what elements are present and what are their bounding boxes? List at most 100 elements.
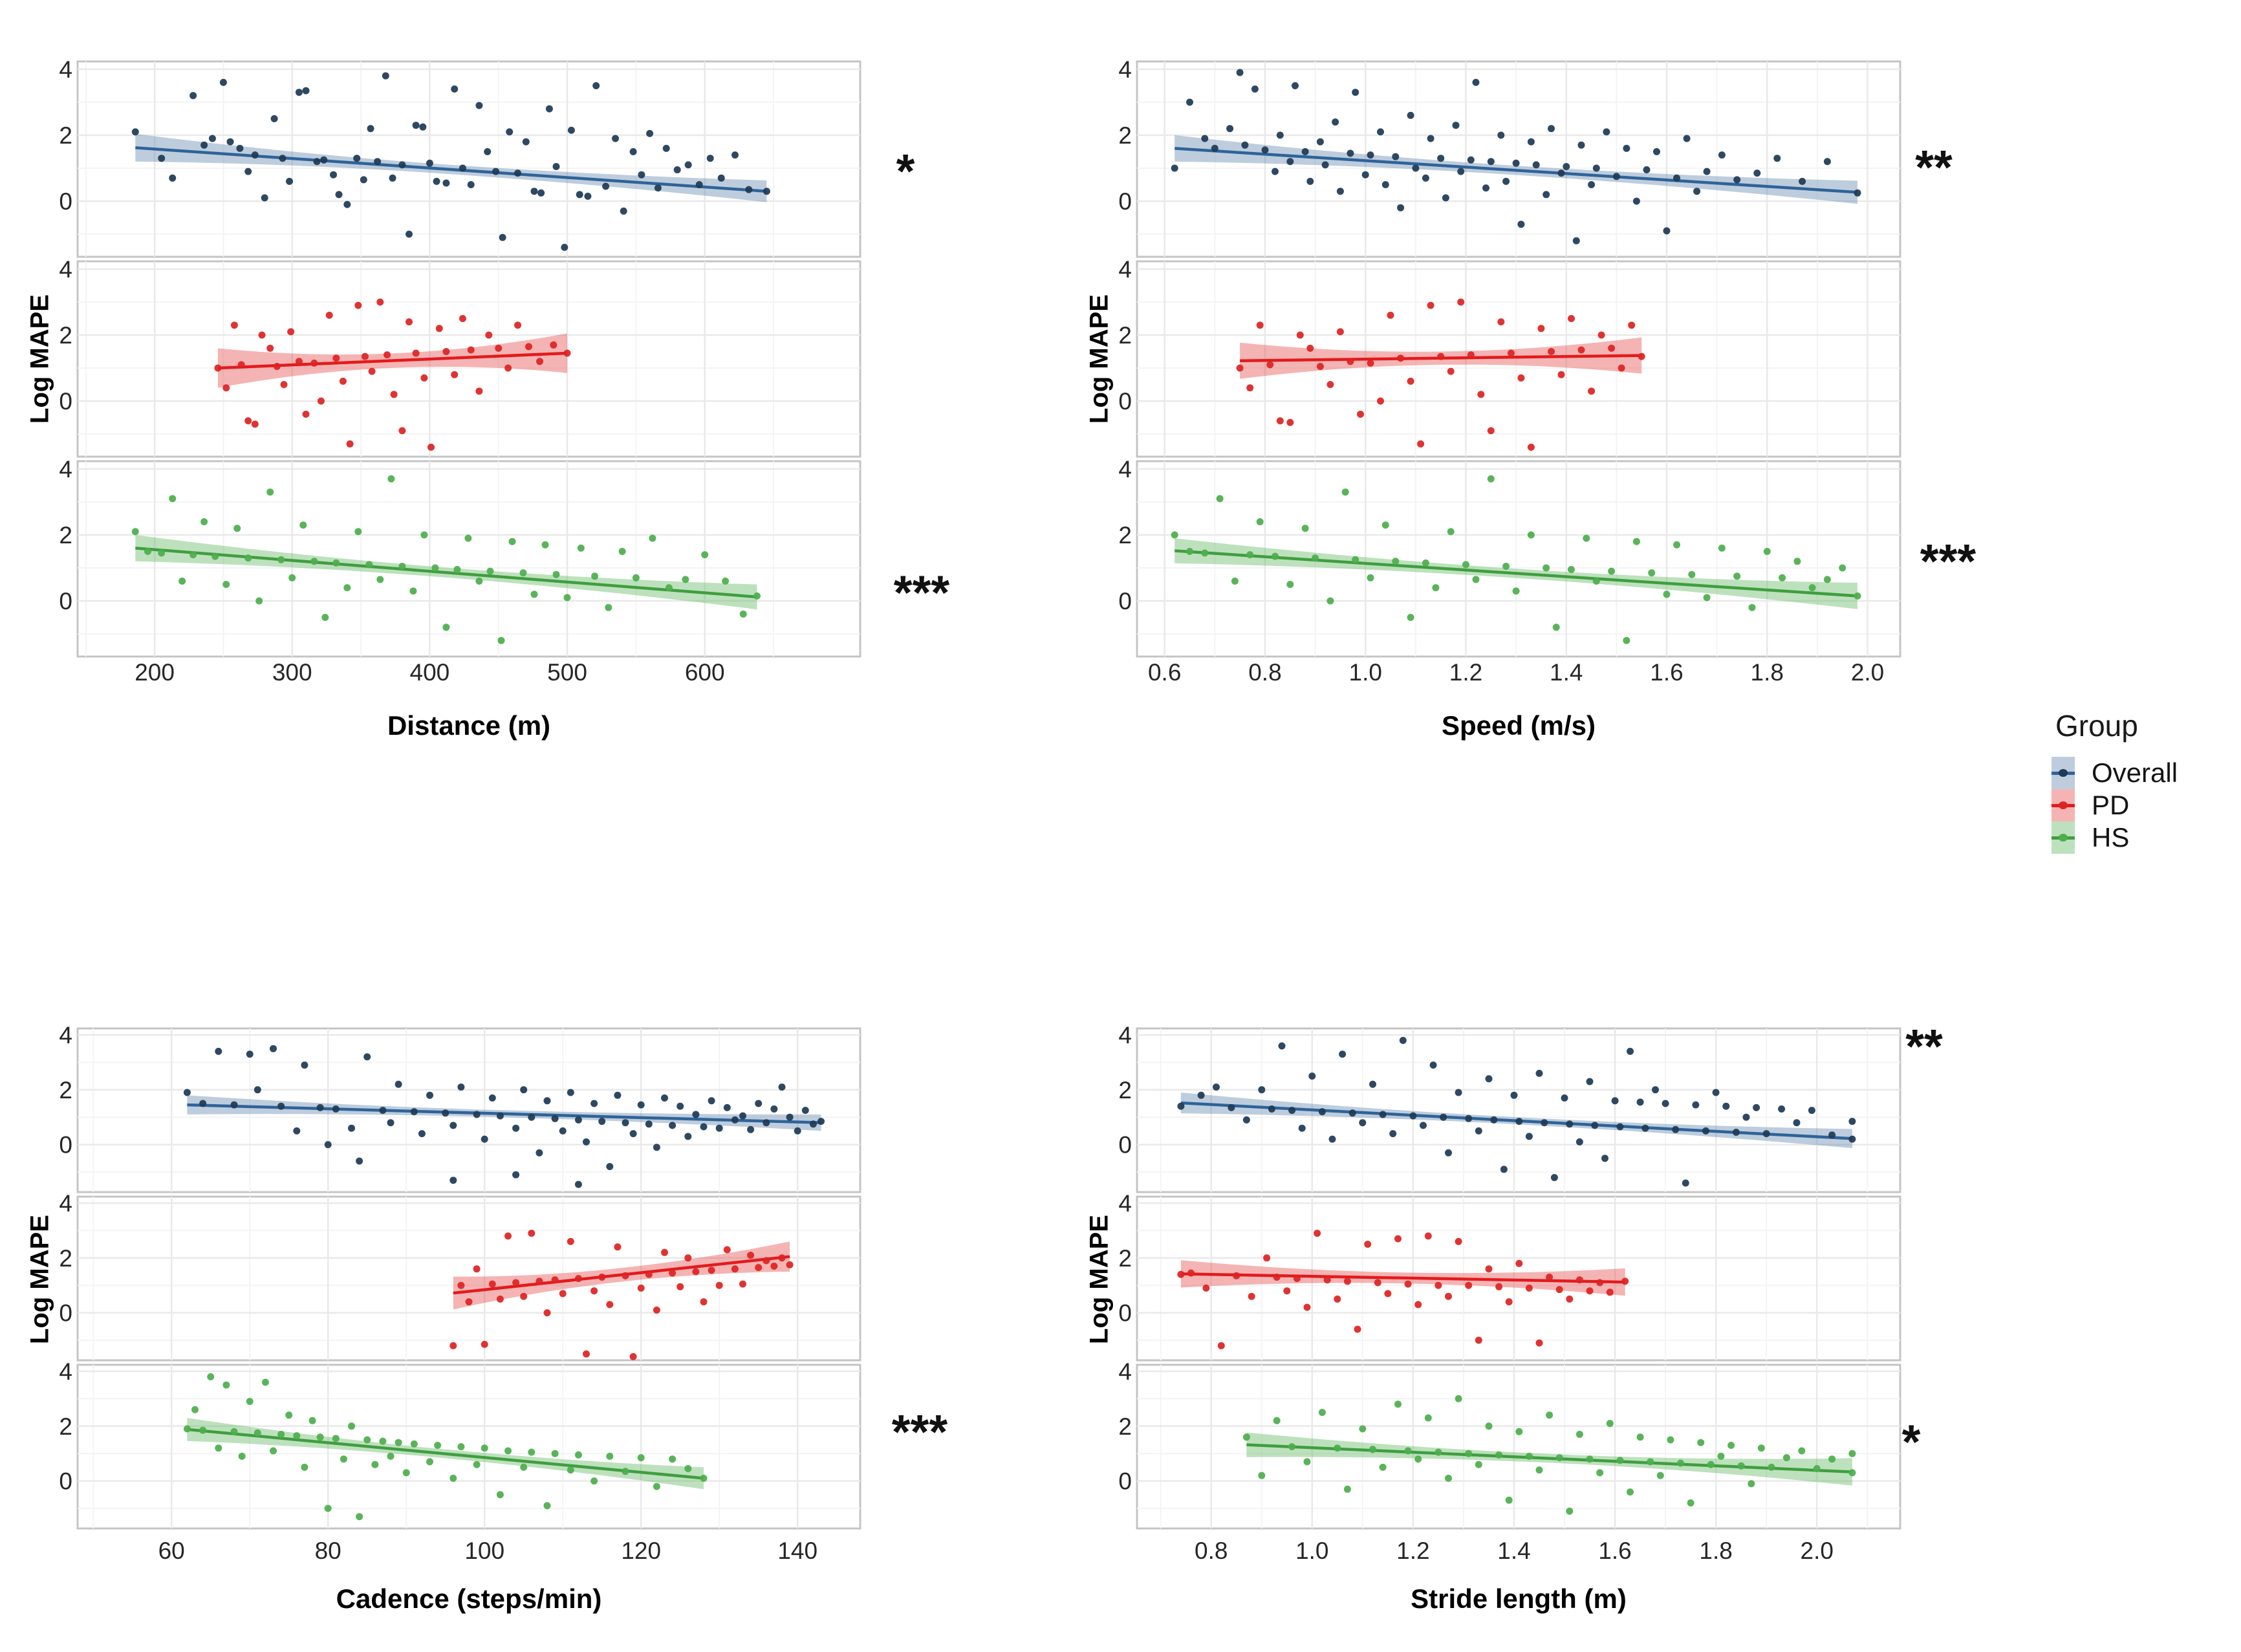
y-tick-label: 2 [1118, 1413, 1132, 1440]
trend-line-hs [1175, 549, 1858, 598]
y-tick-label: 2 [1118, 322, 1132, 349]
trend-line-overall [187, 1103, 821, 1124]
panel-2-facet-overall: 0 2 4 [59, 1022, 861, 1193]
y-tick-label: 4 [1118, 1358, 1132, 1385]
y-tick-label: 4 [1118, 456, 1132, 483]
x-tick-label: 120 [621, 1538, 661, 1564]
y-tick-label: 4 [59, 1190, 72, 1217]
legend-item-overall: Overall [2052, 757, 2178, 789]
x-tick-label: 100 [464, 1538, 504, 1564]
y-tick-label: 4 [1118, 56, 1132, 83]
y-tick-label: 4 [59, 1358, 72, 1385]
y-axis-title-speed: Log MAPE [1085, 294, 1114, 424]
significance-stars: *** [1920, 534, 1976, 588]
panel-1-facet-hs: 0 2 4 *** [1118, 456, 1976, 658]
legend-key-overall-icon [2052, 757, 2075, 789]
y-tick-label: 0 [59, 1300, 72, 1327]
y-tick-label: 0 [59, 1468, 72, 1495]
y-tick-label: 2 [1118, 522, 1132, 549]
significance-stars: * [896, 144, 915, 198]
x-tick-label: 1.0 [1295, 1538, 1328, 1564]
x-tick-label: 300 [272, 659, 312, 686]
y-tick-label: 0 [59, 588, 72, 614]
y-tick-label: 4 [59, 256, 72, 283]
trend-line-overall [1175, 147, 1858, 194]
y-axis-title-cadence: Log MAPE [25, 1215, 54, 1344]
panel-3-facet-hs: 0 2 4 * [1118, 1358, 1921, 1530]
panel-2: 0 2 4 0 2 4 0 2 4 *** 60 80 100 120 140 [59, 1022, 947, 1564]
y-tick-label: 0 [59, 1132, 72, 1158]
y-axis-title-distance: Log MAPE [25, 294, 54, 424]
x-tick-label: 140 [777, 1538, 817, 1564]
x-tick-label: 80 [315, 1538, 341, 1564]
y-tick-label: 0 [1118, 1132, 1132, 1158]
panel-0-facet-overall: 0 2 4 * [59, 56, 915, 258]
y-tick-label: 0 [1118, 188, 1132, 215]
y-tick-label: 4 [1118, 1190, 1132, 1217]
y-tick-label: 2 [1118, 122, 1132, 149]
x-tick-label: 1.6 [1598, 1538, 1631, 1564]
significance-stars: *** [894, 565, 950, 619]
y-tick-label: 0 [1118, 1468, 1132, 1495]
x-axis-title-speed: Speed (m/s) [1441, 710, 1596, 741]
panel-1-facet-overall: 0 2 4 ** [1118, 56, 1953, 258]
x-tick-label: 1.4 [1497, 1538, 1530, 1564]
y-tick-label: 4 [59, 56, 72, 83]
panel-3-facet-overall: 0 2 4 ** [1118, 1019, 1943, 1193]
x-tick-label: 1.4 [1550, 659, 1583, 686]
x-tick-label: 1.0 [1349, 659, 1382, 686]
x-tick-label: 200 [135, 659, 175, 686]
y-tick-label: 0 [59, 388, 72, 415]
x-tick-label: 1.8 [1751, 659, 1784, 686]
y-tick-label: 2 [1118, 1077, 1132, 1103]
significance-stars: ** [1905, 1019, 1943, 1073]
trend-line-hs [187, 1428, 704, 1480]
y-tick-label: 2 [59, 522, 72, 549]
significance-stars: *** [892, 1405, 948, 1459]
x-tick-label: 400 [410, 659, 450, 686]
legend-key-pd-icon [2052, 789, 2075, 821]
panel-1: 0 2 4 ** 0 2 4 0 2 4 *** 0.6 0.8 1.0 1.2 1.4 1.6 1.8 2.0 [1118, 56, 1976, 686]
panel-1-facet-pd: 0 2 4 [1118, 256, 1901, 458]
y-tick-label: 4 [59, 1022, 72, 1049]
x-tick-label: 60 [158, 1538, 185, 1564]
y-tick-label: 2 [59, 322, 72, 349]
panel-2-facet-hs: 0 2 4 *** [59, 1358, 948, 1530]
x-tick-label: 0.8 [1195, 1538, 1228, 1564]
y-tick-label: 2 [59, 122, 72, 149]
x-axis-title-distance: Distance (m) [387, 710, 551, 741]
panel-0: 0 2 4 * 0 2 4 0 2 4 *** 200 300 400 500 600 [59, 56, 949, 686]
y-tick-label: 0 [59, 188, 72, 215]
panel-3: 0 2 4 ** 0 2 4 0 2 4 * 0.8 1.0 1.2 1.4 1.6 1.8 2.0 [1118, 1019, 1943, 1564]
y-tick-label: 4 [1118, 256, 1132, 283]
y-tick-label: 0 [1118, 1300, 1132, 1327]
y-tick-label: 2 [1118, 1245, 1132, 1272]
legend-key-hs-icon [2052, 821, 2075, 854]
x-tick-label: 600 [685, 659, 725, 686]
legend: Group Overall PD HS [2052, 709, 2178, 854]
trend-line-pd [453, 1255, 790, 1295]
trend-line-hs [1246, 1443, 1852, 1473]
x-tick-label: 1.2 [1396, 1538, 1429, 1564]
x-tick-label: 1.8 [1699, 1538, 1732, 1564]
trend-line-overall [135, 146, 767, 193]
panel-2-facet-pd: 0 2 4 [59, 1190, 861, 1362]
legend-item-hs: HS [2052, 821, 2178, 854]
significance-stars: ** [1915, 140, 1953, 194]
trend-line-pd [1180, 1272, 1625, 1284]
y-tick-label: 4 [1118, 1022, 1132, 1049]
panel-0-facet-hs: 0 2 4 *** [59, 456, 950, 658]
y-tick-label: 0 [1118, 588, 1132, 614]
y-tick-label: 2 [59, 1245, 72, 1272]
x-tick-label: 0.8 [1248, 659, 1281, 686]
legend-label-overall: Overall [2092, 757, 2178, 788]
x-tick-label: 2.0 [1851, 659, 1884, 686]
x-axis-title-cadence: Cadence (steps/min) [336, 1583, 602, 1614]
legend-title: Group [2055, 709, 2138, 743]
panel-0-facet-pd: 0 2 4 [59, 256, 861, 458]
y-tick-label: 0 [1118, 388, 1132, 415]
x-tick-label: 500 [547, 659, 587, 686]
y-tick-label: 2 [59, 1413, 72, 1440]
